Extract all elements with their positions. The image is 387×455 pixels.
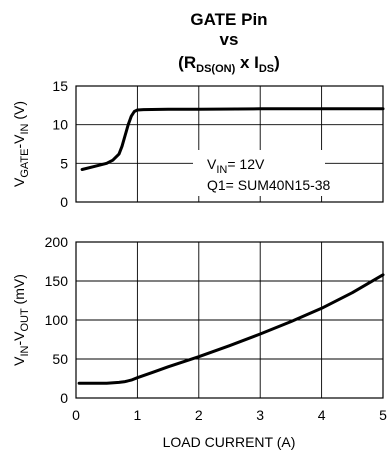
bottom-y-tick-label: 100 (45, 312, 69, 328)
x-tick-label: 1 (134, 407, 142, 423)
bottom-gridlines (76, 242, 383, 398)
annotation-vin: VIN= 12V (207, 156, 265, 176)
top-y-tick-label: 10 (52, 117, 68, 133)
chart-title-line2: vs (220, 30, 239, 49)
bottom-y-tick-label: 150 (45, 273, 69, 289)
bottom-y-tick-label: 0 (60, 390, 68, 406)
top-panel: 0 5 10 15 VIN= 12V Q1= SUM40N15-38 VGATE-VI… (11, 78, 385, 210)
chart-title-line3: (RDS(ON) x IDS) (178, 53, 280, 75)
x-tick-label: 0 (72, 407, 80, 423)
annotation-background (193, 150, 325, 196)
top-y-tick-label: 0 (60, 194, 68, 210)
x-axis-label: LOAD CURRENT (A) (163, 434, 296, 450)
bottom-y-tick-label: 200 (45, 234, 69, 250)
bottom-series-line (77, 273, 385, 385)
top-y-axis-label: VGATE-VIN (V) (11, 101, 31, 187)
x-tick-label: 2 (195, 407, 203, 423)
bottom-plot-frame (75, 241, 384, 399)
x-tick-label: 4 (318, 407, 326, 423)
top-y-tick-label: 15 (52, 78, 68, 94)
x-tick-labels: 0 1 2 3 4 5 (72, 407, 387, 423)
top-series-line (80, 107, 385, 171)
x-tick-label: 5 (379, 407, 387, 423)
x-tick-label: 3 (256, 407, 264, 423)
chart-title-line1: GATE Pin (190, 10, 267, 29)
bottom-y-tick-labels: 0 50 100 150 200 (45, 234, 69, 406)
top-plot-frame (75, 85, 384, 203)
top-y-tick-labels: 0 5 10 15 (52, 78, 68, 210)
annotation-q1: Q1= SUM40N15-38 (207, 177, 331, 193)
bottom-y-axis-label: VIN-VOUT (mV) (11, 274, 31, 366)
bottom-y-tick-label: 50 (52, 351, 68, 367)
top-y-tick-label: 5 (60, 155, 68, 171)
bottom-panel: 0 50 100 150 200 0 1 2 3 4 5 VIN-VOUT (mV) LOAD C… (11, 234, 387, 450)
